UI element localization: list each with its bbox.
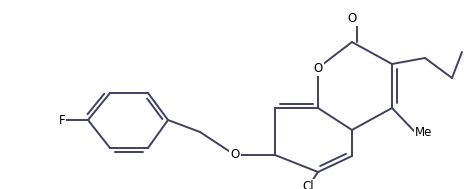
Text: O: O	[230, 149, 240, 161]
Text: O: O	[348, 12, 356, 25]
Text: Cl: Cl	[302, 180, 314, 189]
Text: Me: Me	[415, 125, 432, 139]
Text: O: O	[313, 61, 323, 74]
Text: F: F	[59, 114, 65, 126]
